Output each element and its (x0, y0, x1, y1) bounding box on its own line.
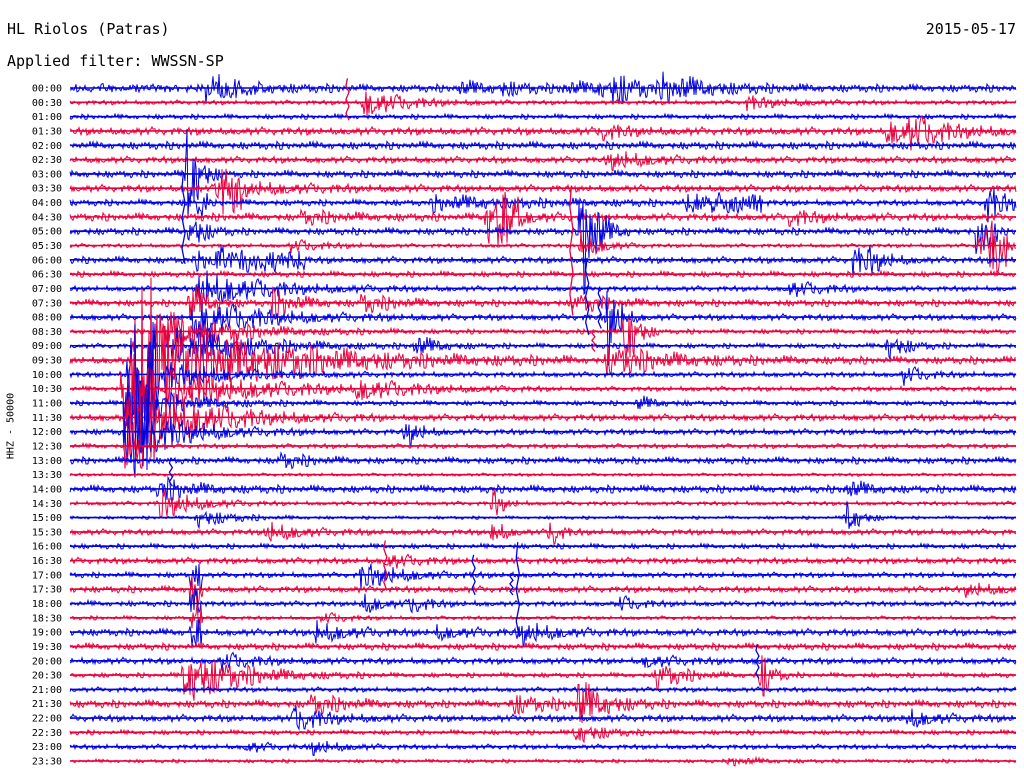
trace-row-0230 (69, 151, 1017, 172)
trace-row-1800 (69, 588, 1017, 614)
trace-row-2330 (69, 755, 1017, 767)
time-tick-label: 20:00 (32, 656, 62, 667)
seismic-spike (345, 78, 350, 121)
time-tick-label: 17:30 (32, 585, 62, 596)
time-tick-label: 11:00 (32, 399, 62, 410)
time-tick-label: 06:00 (32, 255, 62, 266)
time-tick-label: 02:00 (32, 141, 62, 152)
time-tick-label: 12:00 (32, 427, 62, 438)
time-tick-label: 15:30 (32, 527, 62, 538)
time-tick-label: 22:30 (32, 728, 62, 739)
time-tick-label: 10:30 (32, 384, 62, 395)
trace-row-2300 (69, 740, 1017, 757)
time-tick-label: 19:00 (32, 628, 62, 639)
seismic-spike (383, 540, 388, 591)
trace-row-1530 (69, 521, 1017, 546)
time-tick-label: 16:30 (32, 556, 62, 567)
time-tick-label: 20:30 (32, 671, 62, 682)
time-tick-label: 05:30 (32, 241, 62, 252)
time-tick-label: 07:30 (32, 298, 62, 309)
time-tick-label: 16:00 (32, 542, 62, 553)
time-tick-label: 11:30 (32, 413, 62, 424)
seismic-spike (515, 542, 520, 638)
time-tick-label: 12:30 (32, 441, 62, 452)
trace-row-2130 (69, 682, 1017, 724)
time-tick-label: 21:00 (32, 685, 62, 696)
time-tick-label: 23:30 (32, 757, 62, 768)
time-tick-label: 09:00 (32, 341, 62, 352)
trace-row-1730 (69, 576, 1017, 607)
trace-row-2230 (69, 726, 1017, 744)
time-tick-label: 01:30 (32, 126, 62, 137)
time-tick-label: 21:30 (32, 699, 62, 710)
time-tick-label: 03:00 (32, 169, 62, 180)
time-tick-label: 10:00 (32, 370, 62, 381)
time-axis-labels: 00:00 00:30 01:00 01:30 02:00 02:30 03:00 03:30… (32, 84, 62, 768)
time-tick-label: 08:30 (32, 327, 62, 338)
time-tick-label: 00:30 (32, 98, 62, 109)
trace-row-0000 (69, 71, 1017, 105)
time-tick-label: 02:30 (32, 155, 62, 166)
seismic-spike (597, 286, 602, 329)
time-tick-label: 14:00 (32, 484, 62, 495)
time-tick-label: 07:00 (32, 284, 62, 295)
filter-label: Applied filter: WWSSN-SP (7, 52, 224, 70)
trace-row-1700 (69, 563, 1017, 592)
seismic-spike (569, 185, 574, 316)
trace-layer (69, 71, 1017, 767)
station-title: HL Riolos (Patras) (7, 20, 170, 38)
time-tick-label: 22:00 (32, 714, 62, 725)
time-tick-label: 06:30 (32, 270, 62, 281)
seismic-spike (509, 572, 514, 596)
time-tick-label: 23:00 (32, 742, 62, 753)
trace-row-1430 (69, 488, 1017, 518)
time-tick-label: 01:00 (32, 112, 62, 123)
time-tick-label: 14:30 (32, 499, 62, 510)
seismic-spike (755, 644, 760, 680)
time-tick-label: 18:30 (32, 613, 62, 624)
time-tick-label: 03:30 (32, 184, 62, 195)
seismic-spike (181, 171, 186, 265)
time-tick-label: 00:00 (32, 84, 62, 95)
time-tick-label: 18:00 (32, 599, 62, 610)
time-tick-label: 13:30 (32, 470, 62, 481)
time-tick-label: 05:00 (32, 227, 62, 238)
time-tick-label: 04:30 (32, 212, 62, 223)
seismic-spike (168, 458, 174, 487)
time-tick-label: 04:00 (32, 198, 62, 209)
seismic-spike (591, 329, 596, 352)
trace-row-1500 (69, 501, 1017, 530)
seismic-spike (584, 257, 590, 335)
time-tick-label: 08:00 (32, 313, 62, 324)
time-tick-label: 15:00 (32, 513, 62, 524)
seismic-spike (471, 554, 476, 596)
time-tick-label: 13:00 (32, 456, 62, 467)
y-axis-label: HHZ - 50000 (5, 392, 17, 460)
trace-row-0430 (69, 191, 1017, 246)
trace-row-0030 (69, 91, 1017, 117)
time-tick-label: 09:30 (32, 356, 62, 367)
time-tick-label: 19:30 (32, 642, 62, 653)
date-label: 2015-05-17 (925, 20, 1016, 38)
trace-row-1630 (70, 553, 1017, 569)
time-tick-label: 17:00 (32, 570, 62, 581)
